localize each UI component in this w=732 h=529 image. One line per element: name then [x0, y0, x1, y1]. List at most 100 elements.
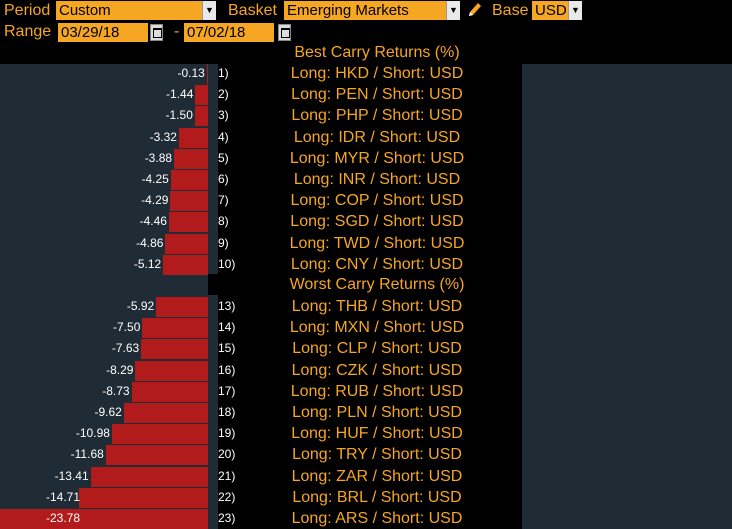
rank-number: 17) [218, 383, 236, 398]
rank-number: 21) [218, 468, 236, 483]
period-dropdown-icon[interactable]: ▼ [202, 1, 216, 20]
currency-pair-link[interactable]: Long: MYR / Short: USD [289, 149, 465, 167]
return-bar [79, 487, 208, 508]
return-value-label: -4.29 [141, 193, 169, 208]
basket-label: Basket [228, 2, 277, 19]
return-value-label: -5.12 [133, 256, 162, 271]
base-dropdown-icon[interactable]: ▼ [568, 1, 582, 20]
right-panel [522, 64, 732, 529]
base-label: Base [492, 2, 529, 19]
base-select[interactable]: USD [532, 1, 568, 20]
rank-number: 14) [218, 320, 236, 335]
currency-pair-link[interactable]: Long: TWD / Short: USD [289, 234, 465, 252]
return-bar [141, 339, 208, 360]
return-bar [135, 360, 208, 381]
return-value-label: -4.46 [139, 214, 167, 229]
return-value-label: -3.32 [149, 129, 177, 144]
worst-returns-title: Worst Carry Returns (%) [289, 276, 465, 293]
return-bar [163, 254, 208, 275]
rank-number: 3) [218, 108, 229, 123]
return-bar [195, 85, 208, 106]
currency-pair-link[interactable]: Long: COP / Short: USD [290, 192, 464, 210]
basket-select[interactable]: Emerging Markets [284, 1, 446, 20]
currency-pair-link[interactable]: Long: BRL / Short: USD [292, 488, 462, 506]
return-bar [156, 297, 208, 317]
return-bar [105, 445, 208, 466]
rank-number: 19) [218, 426, 236, 441]
return-bar [170, 170, 208, 190]
rank-number: 2) [218, 87, 229, 102]
currency-pair-link[interactable]: Long: SGD / Short: USD [290, 213, 464, 231]
start-date-input[interactable]: 03/29/18 [58, 23, 148, 42]
return-value-label: -5.92 [126, 299, 155, 313]
return-bar [111, 424, 208, 445]
rank-number: 9) [218, 235, 229, 250]
range-label: Range [4, 23, 52, 40]
basket-dropdown-icon[interactable]: ▼ [446, 1, 460, 20]
rank-number: 8) [218, 214, 229, 229]
return-value-label: -23.78 [45, 511, 80, 525]
end-calendar-icon[interactable] [278, 24, 291, 41]
return-value-label: -10.98 [75, 426, 110, 441]
return-value-label: -1.50 [165, 108, 193, 123]
rank-number: 5) [218, 150, 229, 165]
return-value-label: -1.44 [166, 87, 194, 102]
return-bar [123, 403, 208, 423]
currency-pair-link[interactable]: Long: PHP / Short: USD [291, 107, 463, 125]
section-divider [208, 274, 218, 295]
return-bar [178, 127, 208, 148]
rank-number: 13) [218, 299, 236, 313]
rank-number: 23) [218, 511, 236, 525]
currency-pair-link[interactable]: Long: HUF / Short: USD [291, 425, 463, 443]
rank-number: 1) [218, 66, 229, 80]
best-returns-title: Best Carry Returns (%) [294, 44, 460, 61]
return-value-label: -13.41 [54, 468, 89, 483]
currency-pair-link[interactable]: Long: CNY / Short: USD [290, 255, 464, 273]
currency-pair-link[interactable]: Long: RUB / Short: USD [290, 382, 464, 400]
return-bar [206, 64, 208, 84]
currency-pair-link[interactable]: Long: ZAR / Short: USD [291, 467, 463, 485]
currency-pair-link[interactable]: Long: PLN / Short: USD [292, 404, 462, 421]
rank-number: 16) [218, 362, 236, 377]
rank-number: 4) [218, 129, 229, 144]
rank-number: 18) [218, 405, 236, 419]
return-bar [170, 191, 208, 212]
return-value-label: -3.88 [144, 150, 173, 165]
currency-pair-link[interactable]: Long: TRY / Short: USD [292, 446, 462, 464]
period-select[interactable]: Custom [56, 1, 202, 20]
currency-pair-link[interactable]: Long: INR / Short: USD [293, 171, 461, 188]
return-value-label: -4.86 [136, 235, 164, 250]
currency-pair-link[interactable]: Long: ARS / Short: USD [291, 510, 463, 527]
range-separator: - [174, 23, 180, 40]
currency-pair-link[interactable]: Long: THB / Short: USD [291, 298, 463, 315]
return-value-label: -0.13 [177, 66, 205, 80]
currency-pair-link[interactable]: Long: HKD / Short: USD [290, 65, 464, 82]
return-bar [174, 148, 208, 169]
currency-pair-link[interactable]: Long: PEN / Short: USD [291, 86, 463, 104]
rank-number: 15) [218, 341, 236, 356]
currency-pair-link[interactable]: Long: IDR / Short: USD [293, 128, 461, 146]
pencil-icon[interactable] [466, 1, 482, 19]
return-value-label: -8.73 [102, 383, 130, 398]
return-bar [142, 318, 208, 339]
return-value-label: -7.50 [113, 320, 141, 335]
return-bar [131, 381, 208, 402]
rank-number: 20) [218, 447, 236, 462]
currency-pair-link[interactable]: Long: MXN / Short: USD [289, 319, 465, 337]
currency-pair-link[interactable]: Long: CZK / Short: USD [291, 361, 463, 379]
return-value-label: -7.63 [111, 341, 140, 356]
return-bar [194, 106, 208, 127]
start-calendar-icon[interactable] [150, 24, 163, 41]
return-value-label: -9.62 [94, 405, 122, 419]
period-label: Period [4, 2, 51, 19]
rank-number: 22) [218, 489, 236, 504]
rank-number: 10) [218, 256, 236, 271]
return-value-label: -4.25 [141, 172, 169, 186]
end-date-input[interactable]: 07/02/18 [184, 23, 274, 42]
return-bar [165, 233, 208, 254]
return-value-label: -14.71 [45, 489, 80, 504]
rank-number: 6) [218, 172, 229, 186]
return-bar [90, 466, 208, 487]
currency-pair-link[interactable]: Long: CLP / Short: USD [292, 340, 462, 358]
return-bar [168, 212, 208, 233]
